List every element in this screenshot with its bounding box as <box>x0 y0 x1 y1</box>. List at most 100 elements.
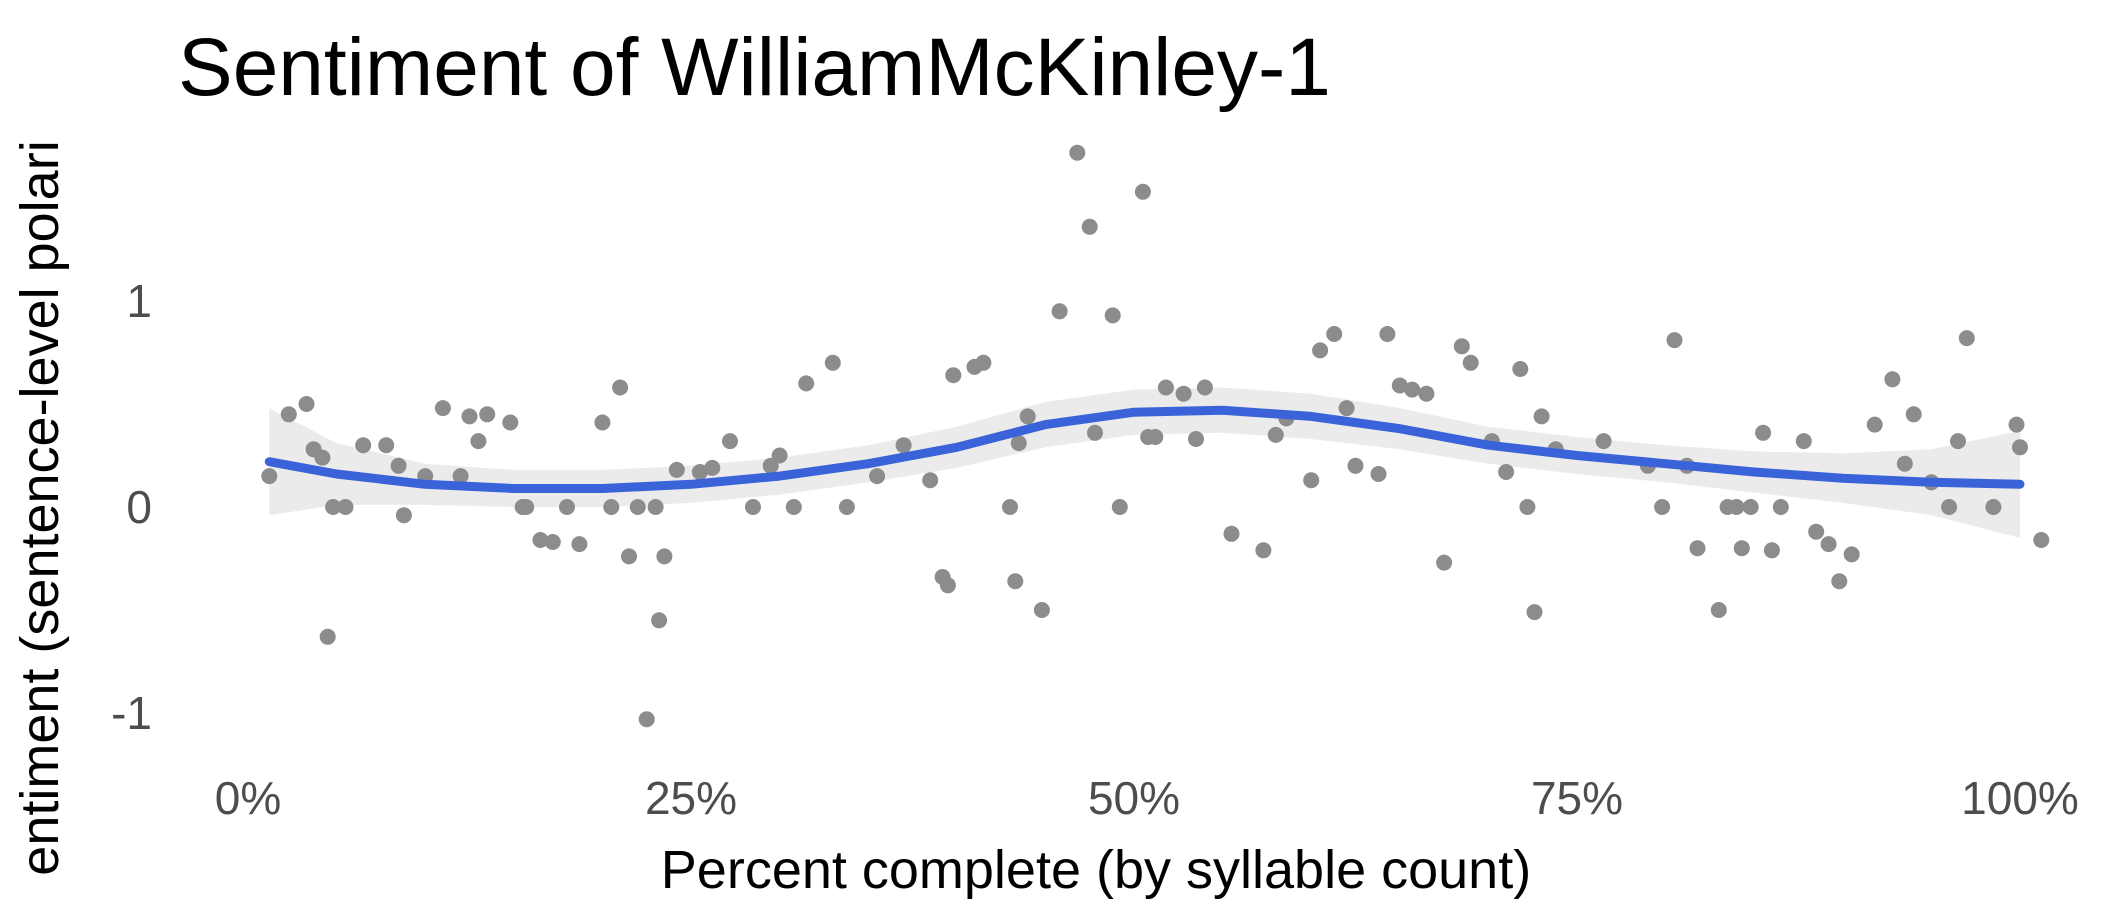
data-point <box>722 433 738 450</box>
data-point <box>691 464 708 480</box>
data-point <box>1666 332 1683 349</box>
data-point <box>1820 536 1837 553</box>
data-point <box>824 354 841 371</box>
data-point <box>656 548 673 565</box>
data-point <box>1519 499 1536 515</box>
data-point <box>638 711 655 728</box>
data-point <box>1905 406 1922 423</box>
data-point <box>1255 542 1272 559</box>
data-point <box>1019 408 1036 425</box>
data-point <box>378 437 395 454</box>
data-point <box>518 499 535 515</box>
data-point <box>621 548 637 565</box>
data-point <box>1436 554 1453 571</box>
y-tick-label: 1 <box>126 275 152 327</box>
data-point <box>1772 499 1789 515</box>
data-point <box>532 532 549 548</box>
data-point <box>1069 144 1086 161</box>
data-point <box>280 406 297 423</box>
data-point <box>895 437 912 454</box>
data-point <box>651 612 668 629</box>
data-point <box>571 536 588 553</box>
data-point <box>1347 457 1364 474</box>
data-point <box>1831 573 1848 590</box>
data-point <box>1111 499 1128 515</box>
data-point <box>2008 416 2025 433</box>
data-point <box>461 408 478 425</box>
data-point <box>1808 523 1825 540</box>
data-point <box>1134 183 1151 200</box>
data-point <box>1303 472 1320 489</box>
data-point <box>1985 499 2002 515</box>
x-tick-label: 75% <box>1531 772 1623 824</box>
data-point <box>798 375 815 392</box>
data-point <box>1312 342 1329 359</box>
x-axis-title: Percent complete (by syllable count) <box>661 840 1531 900</box>
data-point <box>922 472 939 489</box>
data-point <box>612 379 629 396</box>
data-point <box>1498 464 1515 480</box>
data-point <box>1896 455 1913 472</box>
data-point <box>1007 573 1024 590</box>
trend-line <box>264 405 2025 493</box>
chart-title: Sentiment of WilliamMcKinley-1 <box>178 22 1331 113</box>
data-point <box>1147 429 1164 445</box>
data-point <box>629 499 646 515</box>
data-point <box>2012 439 2028 456</box>
x-tick-label: 25% <box>645 772 737 824</box>
confidence-band <box>269 387 2020 538</box>
data-point <box>1526 604 1543 621</box>
data-point <box>1654 499 1671 515</box>
data-point <box>261 468 278 485</box>
data-point <box>1087 424 1103 441</box>
data-point <box>1002 499 1018 515</box>
data-point <box>668 461 685 478</box>
data-point <box>325 499 342 515</box>
data-point <box>603 499 620 515</box>
data-point <box>298 396 315 412</box>
data-point <box>355 437 372 454</box>
data-point <box>1196 379 1213 396</box>
data-point <box>1843 546 1860 563</box>
data-point <box>1081 218 1098 235</box>
x-tick-label: 50% <box>1088 772 1180 824</box>
y-axis-ticks: -1 0 1 <box>111 275 152 739</box>
data-point <box>939 577 956 594</box>
data-point <box>452 468 469 485</box>
data-point <box>1733 540 1750 557</box>
x-tick-label: 0% <box>215 772 281 824</box>
data-point <box>869 468 886 485</box>
data-point <box>1866 416 1883 433</box>
data-point <box>1755 424 1772 441</box>
data-point <box>1533 408 1550 425</box>
data-point <box>647 499 664 515</box>
data-point <box>434 400 451 417</box>
data-point <box>470 433 487 450</box>
data-point <box>1370 466 1387 482</box>
data-point <box>1728 499 1745 515</box>
data-point <box>319 628 336 645</box>
data-point <box>1941 499 1958 515</box>
data-point <box>1418 385 1435 402</box>
data-point <box>745 499 761 515</box>
data-point <box>502 414 519 431</box>
x-axis-ticks: 0% 25% 50% 75% 100% <box>215 772 2079 824</box>
data-point <box>1104 307 1121 324</box>
data-point <box>1950 433 1966 450</box>
data-point <box>1689 540 1706 557</box>
data-point <box>785 499 802 515</box>
data-point <box>1958 330 1975 347</box>
data-point <box>544 534 561 550</box>
data-point <box>1742 499 1759 515</box>
x-tick-label: 100% <box>1961 772 2079 824</box>
data-point <box>1033 602 1050 618</box>
data-point <box>771 447 788 464</box>
data-point <box>1462 354 1479 371</box>
data-point <box>314 449 331 466</box>
data-point <box>1391 377 1408 394</box>
y-tick-label: -1 <box>111 687 152 739</box>
data-point <box>1453 338 1470 355</box>
data-point <box>2033 532 2050 548</box>
data-point <box>1884 371 1901 388</box>
